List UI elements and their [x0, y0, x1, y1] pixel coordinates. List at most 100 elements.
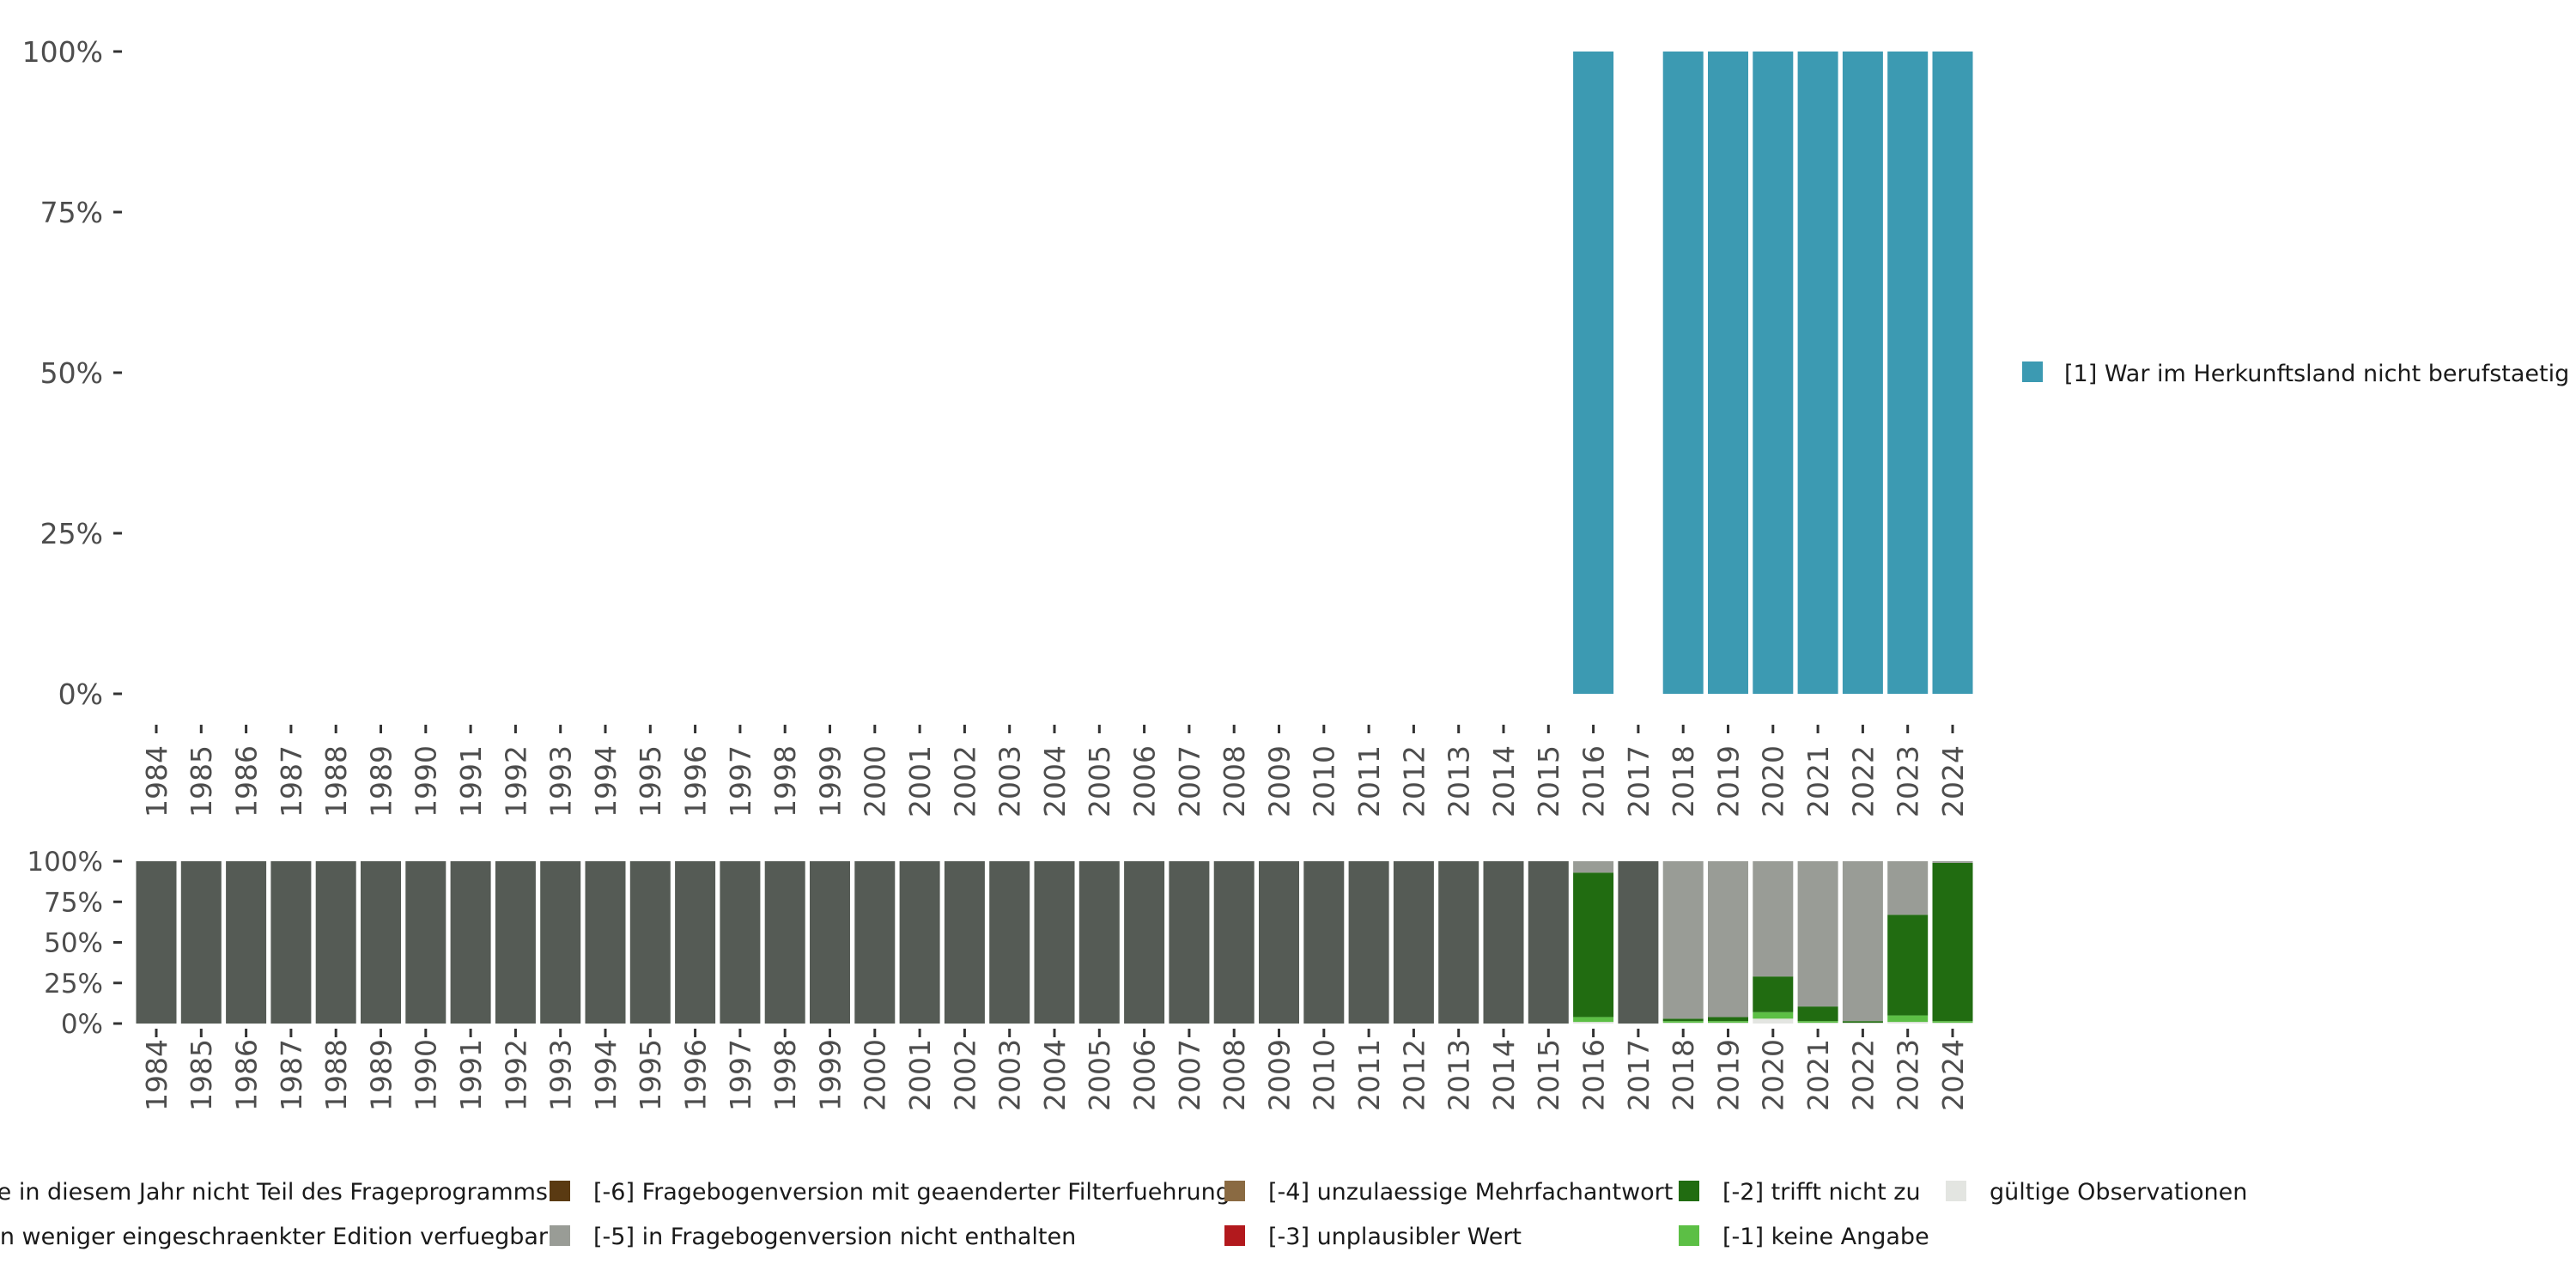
- bar-segment: [540, 861, 581, 1024]
- x-tick-label: 2016: [1577, 745, 1610, 817]
- x-tick-label: 1998: [769, 1039, 802, 1111]
- x-tick-label: 1992: [499, 1039, 532, 1111]
- bar-segment: [405, 861, 447, 1024]
- legend-key: [550, 1181, 570, 1201]
- x-tick-label: 2010: [1308, 745, 1341, 817]
- bar-segment: [1708, 1017, 1748, 1022]
- x-tick-label: 1987: [275, 1039, 308, 1111]
- bar-segment: [226, 861, 267, 1024]
- x-tick-label: 2007: [1173, 1039, 1206, 1111]
- x-tick-label: 1985: [185, 745, 218, 817]
- x-tick-label: 2003: [993, 745, 1027, 817]
- bar-segment: [1662, 1021, 1704, 1024]
- x-tick-label: 2005: [1083, 1039, 1116, 1111]
- legend-key: [1224, 1225, 1245, 1246]
- x-tick-label: 2011: [1352, 1039, 1386, 1111]
- legend-label: [-3] unplausibler Wert: [1268, 1224, 1522, 1250]
- bar-segment: [1662, 861, 1704, 1019]
- x-tick-label: 2019: [1711, 745, 1745, 817]
- bar-segment: [899, 861, 940, 1024]
- bar-segment: [1124, 861, 1165, 1024]
- bar-segment: [180, 861, 222, 1024]
- bar-segment: [810, 861, 850, 1024]
- legend-key: [1679, 1225, 1699, 1246]
- bar-segment: [1618, 861, 1659, 1024]
- x-tick-label: 1998: [769, 745, 802, 817]
- bar-segment: [1887, 52, 1929, 694]
- legend-label: [-8] Frage in diesem Jahr nicht Teil des…: [0, 1179, 548, 1206]
- bar-segment: [1797, 52, 1838, 694]
- bar-segment: [1887, 1022, 1929, 1024]
- legend-label: gültige Observationen: [1990, 1179, 2247, 1206]
- x-tick-label: 1997: [724, 1039, 757, 1111]
- y-tick-label: 25%: [44, 969, 103, 999]
- bar-segment: [136, 861, 177, 1024]
- bar-segment: [1078, 861, 1120, 1024]
- x-tick-label: 2023: [1892, 1039, 1925, 1111]
- bar-segment: [1708, 52, 1748, 694]
- x-tick-label: 2009: [1262, 1039, 1296, 1111]
- bar-segment: [1932, 862, 1973, 1022]
- bar-segment: [675, 861, 716, 1024]
- x-tick-label: 2013: [1443, 1039, 1476, 1111]
- y-tick-label: 0%: [61, 1009, 103, 1040]
- bar-segment: [1753, 52, 1794, 694]
- bar-segment: [1887, 861, 1929, 915]
- legend-key: [1946, 1181, 1966, 1201]
- x-tick-label: 2009: [1262, 745, 1296, 817]
- legend-key: [550, 1225, 570, 1246]
- bar-segment: [1932, 1021, 1973, 1024]
- x-tick-label: 1991: [454, 745, 488, 817]
- bar-segment: [1034, 861, 1075, 1024]
- top-legend: [1] War im Herkunftsland nicht berufstae…: [2022, 361, 2569, 387]
- x-tick-label: 1987: [275, 745, 308, 817]
- x-tick-label: 1993: [544, 745, 578, 817]
- x-tick-label: 1995: [634, 1039, 667, 1111]
- x-tick-label: 2012: [1397, 1039, 1431, 1111]
- y-tick-label: 25%: [40, 517, 103, 550]
- x-tick-label: 2012: [1397, 745, 1431, 817]
- x-tick-label: 2013: [1443, 745, 1476, 817]
- bar-segment: [315, 861, 356, 1024]
- bar-segment: [1753, 976, 1794, 1012]
- x-tick-label: 2002: [948, 1039, 981, 1111]
- x-tick-label: 1984: [140, 745, 173, 817]
- bar-segment: [944, 861, 985, 1024]
- bar-segment: [361, 861, 401, 1024]
- bar-segment: [495, 861, 536, 1024]
- y-tick-label: 50%: [44, 928, 103, 959]
- legend-label: [-4] unzulaessige Mehrfachantwort: [1268, 1179, 1673, 1206]
- x-tick-label: 2014: [1487, 1039, 1521, 1111]
- x-tick-label: 2004: [1038, 1039, 1072, 1111]
- bar-segment: [1797, 1021, 1838, 1024]
- x-tick-label: 1999: [813, 1039, 847, 1111]
- x-tick-label: 2021: [1801, 745, 1835, 817]
- x-tick-label: 1994: [589, 1039, 623, 1111]
- x-tick-label: 1994: [589, 745, 623, 817]
- x-tick-label: 2005: [1083, 745, 1116, 817]
- x-tick-label: 1984: [140, 1039, 173, 1111]
- x-tick-label: 2020: [1757, 745, 1790, 817]
- bar-segment: [1708, 1023, 1748, 1024]
- bar-segment: [270, 861, 312, 1024]
- bar-segment: [1753, 1018, 1794, 1024]
- legend-key: [1679, 1181, 1699, 1201]
- x-tick-label: 2019: [1711, 1039, 1745, 1111]
- legend-label: [-1] keine Angabe: [1722, 1224, 1929, 1250]
- x-tick-label: 1995: [634, 745, 667, 817]
- top-panel: 0% 25% 50% 75% 100% 1984 1985 1986 1987 1988 1989 1…: [22, 35, 1973, 817]
- x-tick-label: 2022: [1846, 745, 1880, 817]
- bar-segment: [1573, 861, 1614, 873]
- bar-segment: [629, 861, 671, 1024]
- bar-segment: [1753, 1012, 1794, 1019]
- x-tick-label: 1997: [724, 745, 757, 817]
- bar-segment: [1483, 861, 1524, 1024]
- x-tick-label: 2024: [1936, 1039, 1970, 1111]
- x-tick-label: 2015: [1532, 745, 1565, 817]
- x-tick-label: 2002: [948, 745, 981, 817]
- x-tick-label: 2011: [1352, 745, 1386, 817]
- x-tick-label: 1988: [319, 1039, 353, 1111]
- x-tick-label: 2017: [1622, 1039, 1656, 1111]
- x-tick-label: 1991: [454, 1039, 488, 1111]
